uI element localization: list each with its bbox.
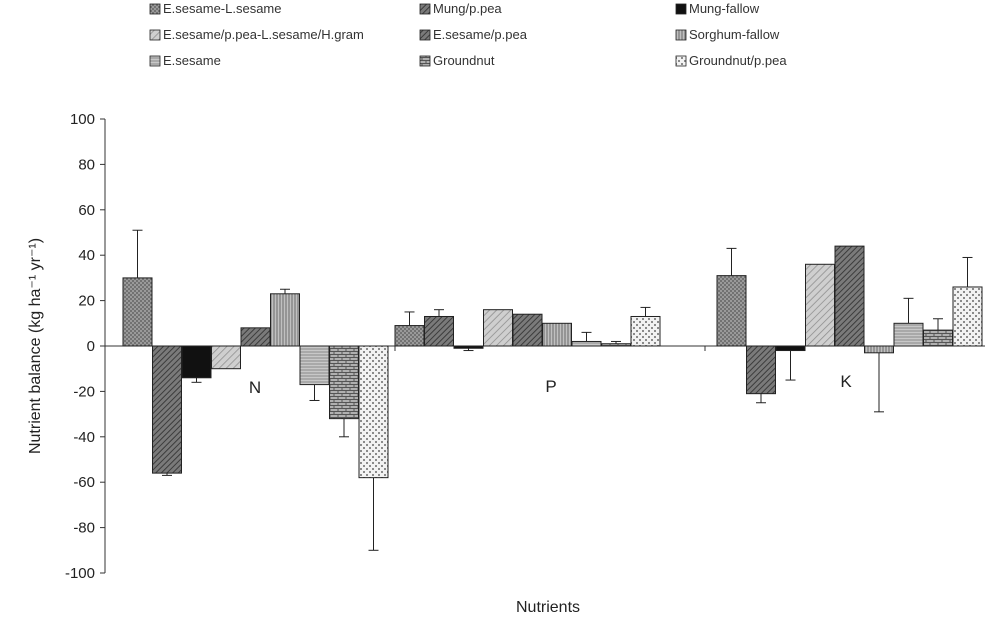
- bar-K-series-2: [746, 345, 776, 395]
- bar-N-series-5: [240, 327, 271, 347]
- bar-P-series-6: [542, 322, 572, 347]
- y-tick-label: 0: [87, 338, 95, 355]
- legend-label: Sorghum-fallow: [689, 27, 780, 42]
- bar-N-series-7: [299, 345, 330, 386]
- bar-P-series-5: [512, 313, 543, 347]
- legend-label: Mung-fallow: [689, 1, 760, 16]
- error-bars: [132, 229, 973, 551]
- bar-K-series-9: [952, 286, 983, 347]
- x-ticks: [394, 346, 706, 351]
- bar-N-series-3: [181, 345, 212, 379]
- x-axis-title: Nutrients: [516, 599, 580, 616]
- bar-P-series-9: [630, 315, 661, 347]
- bar-N-series-6: [270, 293, 300, 347]
- y-tick-label: -40: [73, 429, 95, 446]
- legend-swatch: [149, 55, 161, 67]
- bar-P-series-4: [483, 309, 513, 347]
- category-label-P: P: [545, 377, 556, 396]
- bar-N-series-1: [122, 277, 153, 347]
- bar-K-series-8: [923, 329, 953, 347]
- y-tick-label: -100: [65, 565, 95, 582]
- y-tick-label: 40: [78, 247, 95, 264]
- legend-swatch: [675, 3, 687, 15]
- legend-swatch: [675, 29, 687, 41]
- bar-K-series-3: [775, 345, 806, 352]
- y-tick-label: -60: [73, 474, 95, 491]
- y-tick-label: 80: [78, 156, 95, 173]
- bar-P-series-3: [453, 345, 484, 349]
- bar-K-series-6: [864, 345, 894, 354]
- y-tick-label: -80: [73, 520, 95, 537]
- y-tick-label: -20: [73, 383, 95, 400]
- bar-K-series-1: [716, 275, 747, 347]
- bar-N-series-8: [329, 345, 359, 420]
- bar-P-series-2: [424, 315, 454, 347]
- category-label-K: K: [840, 372, 852, 391]
- legend-label: Groundnut: [433, 53, 495, 68]
- legend: E.sesame-L.sesame Mung/p.pea Mung-fallow E.…: [149, 1, 787, 68]
- bar-K-series-4: [805, 263, 835, 347]
- bar-P-series-7: [571, 340, 602, 347]
- bar-N-series-2: [152, 345, 182, 474]
- y-tick-label: 100: [70, 111, 95, 128]
- y-axis-title: Nutrient balance (kg ha⁻¹ yr⁻¹): [27, 238, 44, 454]
- y-tick-label: 20: [78, 293, 95, 310]
- legend-label: Mung/p.pea: [433, 1, 502, 16]
- bar-P-series-8: [601, 343, 631, 347]
- legend-swatch: [419, 3, 431, 15]
- y-tick-label: 60: [78, 202, 95, 219]
- category-label-N: N: [249, 378, 261, 397]
- y-ticks: 100 80 60 40 20 0 -20 -40 -60 -80 -100: [65, 111, 105, 582]
- legend-label: E.sesame-L.sesame: [163, 1, 282, 16]
- bar-K-series-5: [834, 245, 865, 347]
- bar-N-series-9: [358, 345, 389, 479]
- legend-swatch: [149, 29, 161, 41]
- legend-label: E.sesame/p.pea-L.sesame/H.gram: [163, 27, 364, 42]
- legend-swatch: [419, 55, 431, 67]
- legend-label: E.sesame: [163, 53, 221, 68]
- legend-label: Groundnut/p.pea: [689, 53, 787, 68]
- legend-swatch: [149, 3, 161, 15]
- legend-label: E.sesame/p.pea: [433, 27, 528, 42]
- bars: [122, 245, 983, 479]
- bar-P-series-1: [394, 325, 425, 347]
- legend-swatch: [675, 55, 687, 67]
- bar-N-series-4: [211, 345, 241, 370]
- legend-swatch: [419, 29, 431, 41]
- bar-K-series-7: [893, 322, 924, 347]
